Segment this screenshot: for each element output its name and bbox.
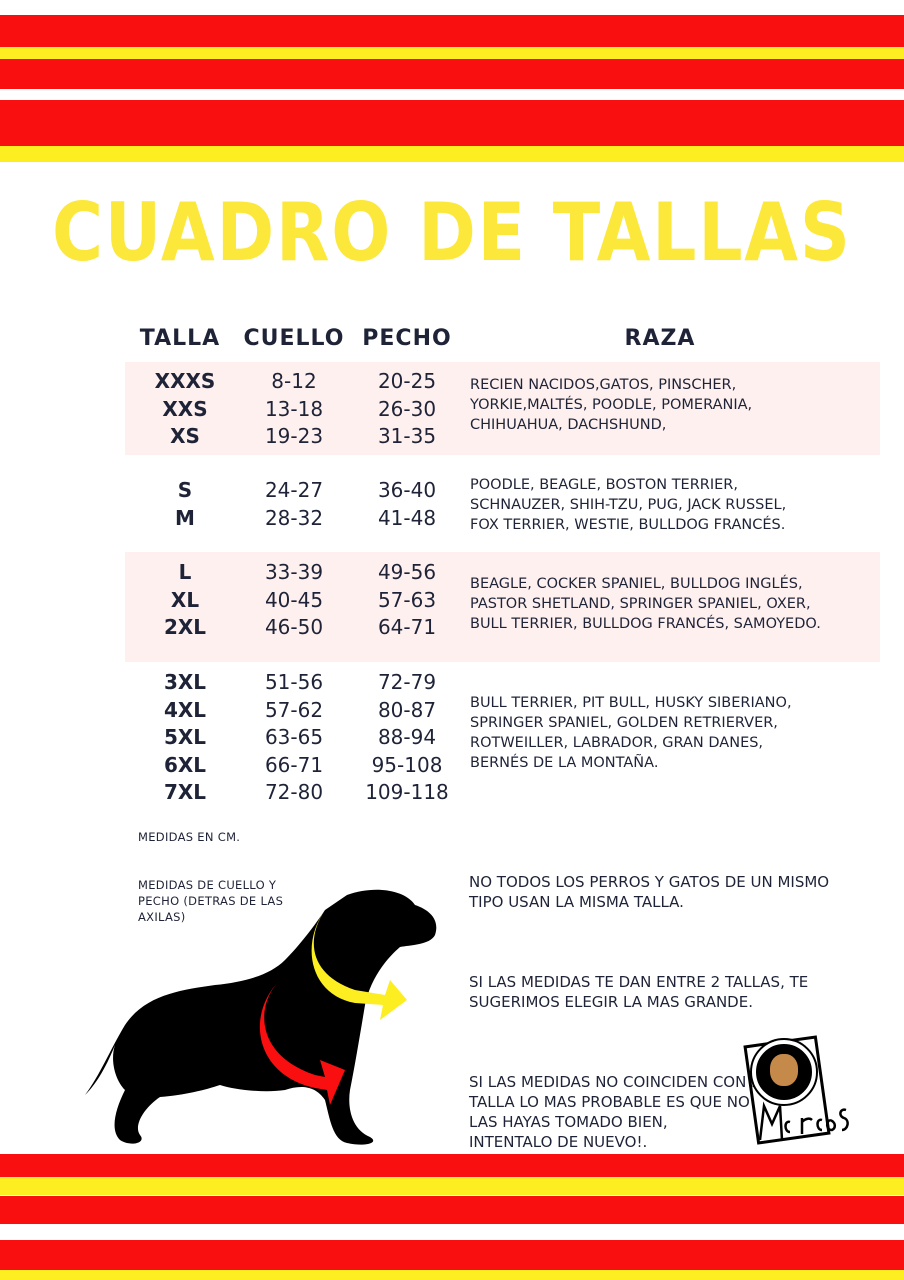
dog-silhouette-illustration [85, 889, 437, 1145]
tallas: L XL 2XL [163, 560, 207, 639]
marcos-pet-logo [742, 1035, 862, 1145]
tallas: XXXS XXS XS [154, 369, 216, 448]
page-title: CUADRO DE TALLAS [52, 186, 852, 279]
dog-face-icon [770, 1054, 798, 1086]
size-group-2: S M 24-27 28-32 36-40 41-48 POODLE, BEAG… [125, 470, 880, 540]
size-group-1: XXXS XXS XS 8-12 13-18 19-23 20-25 26-30… [125, 362, 880, 455]
size-group-3: L XL 2XL 33-39 40-45 46-50 49-56 57-63 6… [125, 552, 880, 662]
pecho-values: 36-40 41-48 [377, 478, 437, 530]
cuello-values: 33-39 40-45 46-50 [264, 560, 324, 639]
tallas: S M [175, 478, 195, 530]
razas: BULL TERRIER, PIT BULL, HUSKY SIBERIANO,… [470, 695, 792, 771]
cuello-values: 24-27 28-32 [264, 478, 324, 530]
header-pecho: PECHO [362, 326, 452, 351]
header-raza: RAZA [624, 326, 696, 351]
tallas: 3XL 4XL 5XL 6XL 7XL [163, 670, 207, 804]
measure-note: MEDIDAS DE CUELLO Y PECHO (DETRAS DE LAS… [138, 878, 284, 924]
header-cuello: CUELLO [243, 326, 345, 351]
units-note: MEDIDAS EN CM. [138, 830, 241, 844]
note: NO TODOS LOS PERROS Y GATOS DE UN MISMO … [469, 873, 830, 911]
cuello-values: 8-12 13-18 19-23 [264, 369, 324, 448]
pecho-values: 72-79 80-87 88-94 95-108 109-118 [365, 670, 449, 804]
notes: NO TODOS LOS PERROS Y GATOS DE UN MISMO … [469, 832, 829, 1192]
page-title-container: CUADRO DE TALLAS [52, 188, 852, 278]
note: SI LAS MEDIDAS NO COINCIDEN CON NIGUNA T… [469, 1073, 811, 1151]
cuello-values: 51-56 57-62 63-65 66-71 72-80 [264, 670, 324, 804]
header-talla: TALLA [139, 326, 221, 351]
marcos-pet-wordmark [758, 1101, 849, 1141]
size-group-4: 3XL 4XL 5XL 6XL 7XL 51-56 57-62 63-65 66… [125, 668, 880, 808]
razas: BEAGLE, COCKER SPANIEL, BULLDOG INGLÉS, … [470, 576, 821, 632]
pecho-values: 20-25 26-30 31-35 [377, 369, 437, 448]
razas: RECIEN NACIDOS,GATOS, PINSCHER, YORKIE,M… [470, 377, 753, 433]
pecho-values: 49-56 57-63 64-71 [377, 560, 437, 639]
note: SI LAS MEDIDAS TE DAN ENTRE 2 TALLAS, TE… [469, 973, 809, 1011]
razas: POODLE, BEAGLE, BOSTON TERRIER, SCHNAUZE… [470, 477, 787, 533]
